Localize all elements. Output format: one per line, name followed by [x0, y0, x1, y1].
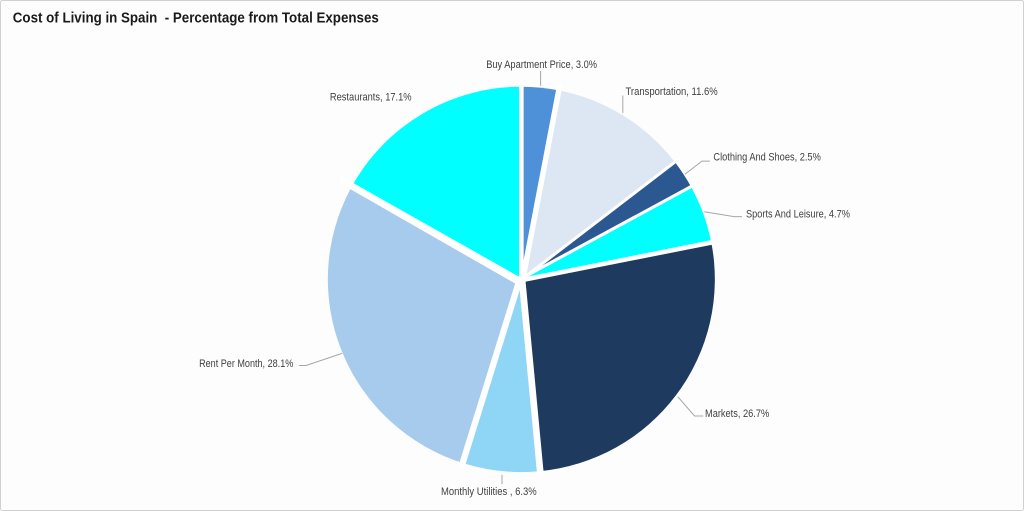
- svg-text:Buy Apartment Price, 3.0%: Buy Apartment Price, 3.0%: [486, 59, 597, 71]
- svg-text:Rent Per Month, 28.1%: Rent Per Month, 28.1%: [199, 358, 293, 370]
- svg-text:Clothing And Shoes, 2.5%: Clothing And Shoes, 2.5%: [713, 152, 821, 164]
- svg-text:Transportation, 11.6%: Transportation, 11.6%: [626, 86, 718, 98]
- svg-text:Cost of Living in Spain - Per: Cost of Living in Spain - Percentage fro…: [13, 10, 379, 26]
- svg-text:Monthly Utilities , 6.3%: Monthly Utilities , 6.3%: [441, 486, 537, 498]
- svg-text:Restaurants, 17.1%: Restaurants, 17.1%: [330, 92, 412, 104]
- svg-text:Markets, 26.7%: Markets, 26.7%: [705, 408, 769, 420]
- svg-text:Sports And Leisure, 4.7%: Sports And Leisure, 4.7%: [746, 209, 850, 221]
